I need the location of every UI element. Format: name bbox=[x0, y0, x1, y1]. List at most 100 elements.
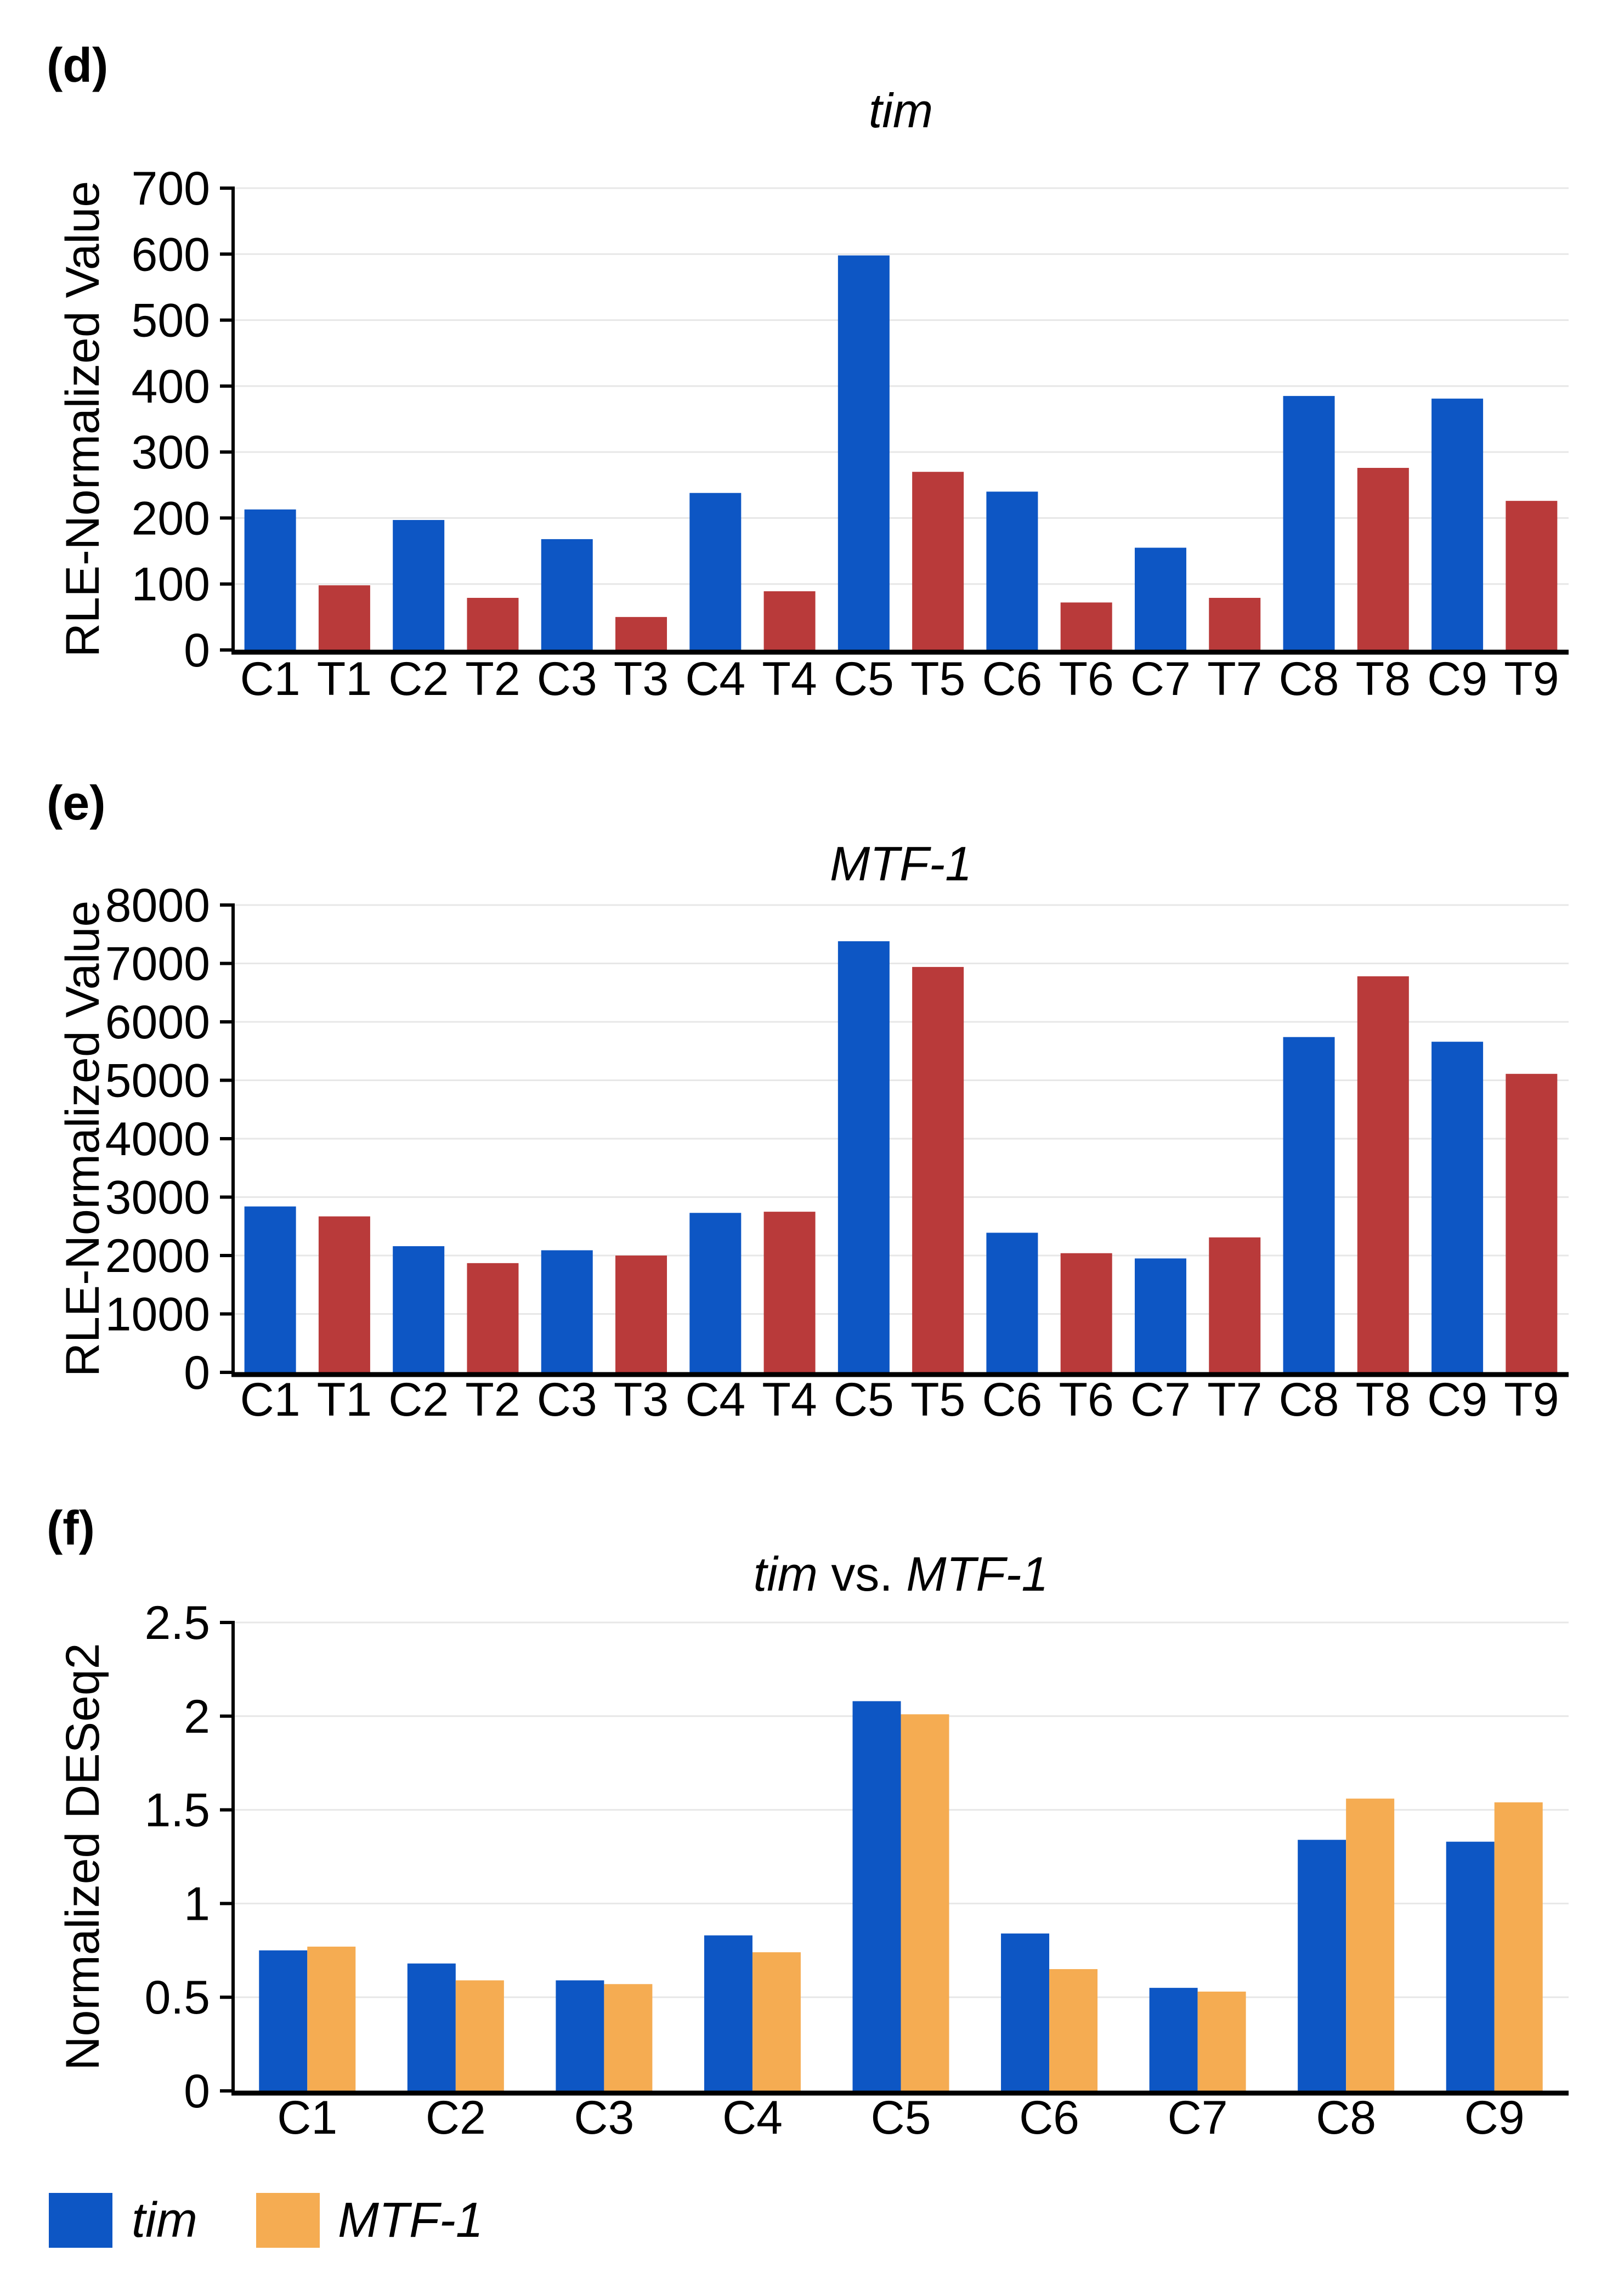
bar-C6 bbox=[986, 491, 1038, 650]
x-tick-label-e: T2 bbox=[465, 1373, 520, 1426]
y-tick-label-d: 400 bbox=[132, 360, 211, 413]
x-tick-label-f: C8 bbox=[1316, 2091, 1376, 2144]
bar-C3 bbox=[541, 539, 593, 650]
bar-T1 bbox=[318, 585, 370, 650]
bar-C5-tim bbox=[852, 1701, 901, 2091]
x-tick-label-e: T8 bbox=[1356, 1373, 1411, 1426]
x-tick-label-f: C5 bbox=[871, 2091, 931, 2144]
x-tick-label-e: C4 bbox=[685, 1373, 745, 1426]
bar-T7 bbox=[1209, 597, 1261, 650]
chart-title-f: tim vs. MTF-1 bbox=[754, 1547, 1049, 1601]
x-tick-label-e: T1 bbox=[317, 1373, 372, 1426]
y-tick-label-e: 8000 bbox=[105, 879, 210, 932]
y-tick-label-e: 6000 bbox=[105, 996, 210, 1049]
x-tick-label-e: C1 bbox=[240, 1373, 301, 1426]
x-tick-label-d: T3 bbox=[614, 653, 669, 705]
y-axis-title-d: RLE-Normalized Value bbox=[56, 181, 109, 657]
y-tick-label-e: 0 bbox=[184, 1347, 210, 1399]
y-tick-label-d: 300 bbox=[132, 426, 211, 479]
bar-C2 bbox=[393, 520, 445, 650]
bar-T3 bbox=[615, 1256, 667, 1372]
y-tick-label-e: 3000 bbox=[105, 1172, 210, 1224]
bar-C5 bbox=[838, 255, 890, 651]
y-tick-label-d: 700 bbox=[132, 162, 211, 215]
x-tick-label-f: C1 bbox=[277, 2091, 337, 2144]
bar-C2-tim bbox=[407, 1963, 456, 2091]
y-tick-label-d: 200 bbox=[132, 492, 211, 545]
y-tick-label-f: 1 bbox=[184, 1878, 210, 1930]
bar-C5-MTF-1 bbox=[901, 1714, 949, 2091]
y-tick-label-d: 600 bbox=[132, 228, 211, 281]
y-tick-label-d: 100 bbox=[132, 558, 211, 611]
x-tick-label-e: T3 bbox=[614, 1373, 669, 1426]
y-tick-label-f: 0 bbox=[184, 2065, 210, 2118]
bar-C1-tim bbox=[259, 1950, 308, 2091]
bar-T5 bbox=[912, 472, 964, 650]
bar-C3 bbox=[541, 1250, 593, 1372]
x-tick-label-e: T9 bbox=[1504, 1373, 1559, 1426]
bar-T9 bbox=[1506, 1073, 1558, 1372]
bar-C7 bbox=[1134, 547, 1186, 650]
bar-C2-MTF-1 bbox=[455, 1980, 504, 2091]
y-tick-label-f: 0.5 bbox=[144, 1971, 210, 2024]
bar-C1 bbox=[244, 1206, 296, 1372]
x-tick-label-e: C8 bbox=[1279, 1373, 1339, 1426]
x-tick-label-d: T6 bbox=[1059, 653, 1114, 705]
x-tick-label-f: C3 bbox=[574, 2091, 634, 2144]
bar-T1 bbox=[318, 1216, 370, 1372]
x-tick-label-d: T4 bbox=[762, 653, 817, 705]
y-tick-label-d: 0 bbox=[184, 624, 210, 677]
x-tick-label-e: T4 bbox=[762, 1373, 817, 1426]
bar-C4-MTF-1 bbox=[752, 1952, 801, 2091]
x-tick-label-f: C6 bbox=[1019, 2091, 1079, 2144]
x-tick-label-e: T7 bbox=[1207, 1373, 1262, 1426]
x-tick-label-d: C2 bbox=[388, 653, 449, 705]
chart-title-e: MTF-1 bbox=[830, 836, 972, 891]
bar-T6 bbox=[1060, 602, 1112, 650]
bar-C8-MTF-1 bbox=[1346, 1799, 1395, 2091]
bar-C3-tim bbox=[556, 1980, 604, 2091]
x-tick-label-f: C4 bbox=[722, 2091, 783, 2144]
y-axis-title-f: Normalized DESeq2 bbox=[56, 1643, 109, 2070]
y-axis-title-e: RLE-Normalized Value bbox=[56, 901, 109, 1377]
chart-title-d: tim bbox=[869, 83, 933, 138]
x-tick-label-d: C7 bbox=[1130, 653, 1191, 705]
bar-C9 bbox=[1431, 1042, 1484, 1372]
bar-C4-tim bbox=[704, 1935, 752, 2091]
y-tick-label-e: 5000 bbox=[105, 1055, 210, 1107]
bar-C9-tim bbox=[1446, 1841, 1495, 2091]
bar-C5 bbox=[838, 941, 890, 1372]
bar-C6 bbox=[986, 1232, 1038, 1372]
x-tick-label-e: C6 bbox=[982, 1373, 1042, 1426]
x-tick-label-d: C4 bbox=[685, 653, 745, 705]
legend-swatch-mtf1 bbox=[256, 2193, 320, 2248]
bar-C8 bbox=[1283, 395, 1335, 650]
panel-label-d: (d) bbox=[47, 38, 109, 92]
bar-C1 bbox=[244, 509, 296, 650]
bar-T6 bbox=[1060, 1253, 1112, 1372]
legend-label-tim: tim bbox=[132, 2193, 197, 2248]
y-tick-label-e: 2000 bbox=[105, 1230, 210, 1282]
x-tick-label-d: T2 bbox=[465, 653, 520, 705]
x-tick-label-d: T9 bbox=[1504, 653, 1559, 705]
bar-T2 bbox=[467, 1263, 519, 1372]
x-tick-label-f: C7 bbox=[1168, 2091, 1228, 2144]
bar-T7 bbox=[1209, 1237, 1261, 1372]
bar-C6-MTF-1 bbox=[1049, 1969, 1098, 2091]
x-tick-label-e: C3 bbox=[537, 1373, 597, 1426]
x-tick-label-d: T5 bbox=[910, 653, 965, 705]
bar-C2 bbox=[393, 1246, 445, 1372]
x-tick-label-e: C9 bbox=[1427, 1373, 1487, 1426]
bar-C4 bbox=[689, 493, 742, 650]
y-tick-label-e: 1000 bbox=[105, 1288, 210, 1341]
bar-T8 bbox=[1357, 468, 1409, 650]
x-tick-label-d: T8 bbox=[1356, 653, 1411, 705]
bar-T5 bbox=[912, 966, 964, 1372]
y-tick-label-e: 4000 bbox=[105, 1113, 210, 1166]
x-tick-label-f: C9 bbox=[1464, 2091, 1525, 2144]
bar-C7 bbox=[1134, 1258, 1186, 1372]
bar-T9 bbox=[1506, 501, 1558, 650]
bar-C9-MTF-1 bbox=[1494, 1802, 1543, 2091]
